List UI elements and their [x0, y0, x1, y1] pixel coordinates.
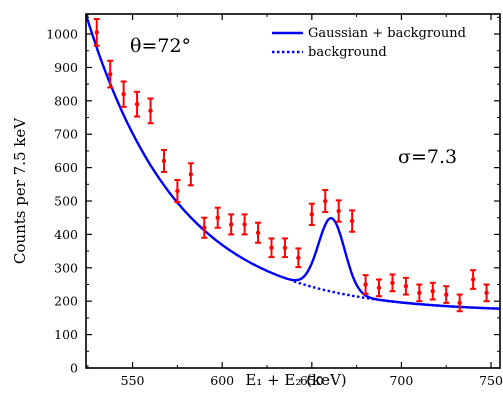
data-point — [295, 247, 302, 269]
x-tick-label: 600 — [210, 373, 234, 388]
data-point — [201, 216, 208, 239]
legend-background-label: background — [308, 45, 387, 60]
data-marker — [242, 222, 247, 227]
data-marker — [134, 101, 140, 107]
data-marker — [161, 158, 167, 164]
angle-annotation: θ=72° — [130, 35, 191, 57]
data-marker — [215, 215, 220, 220]
data-point — [107, 59, 114, 89]
fit-curve — [84, 14, 500, 310]
data-point — [93, 18, 100, 47]
data-point — [456, 293, 463, 313]
data-point — [134, 90, 141, 118]
data-points-layer — [93, 18, 490, 313]
data-marker — [282, 245, 288, 250]
data-marker — [323, 198, 328, 204]
x-tick-label: 650 — [300, 373, 324, 388]
y-tick-label: 1000 — [46, 27, 78, 42]
data-point — [376, 278, 383, 298]
data-point — [160, 148, 167, 173]
data-marker — [94, 30, 99, 35]
data-marker — [121, 91, 126, 97]
data-point — [268, 237, 275, 259]
data-point — [147, 97, 154, 125]
data-point — [174, 178, 181, 204]
data-point — [416, 283, 423, 303]
legend-fit-label: Gaussian + background — [308, 26, 466, 41]
data-marker — [309, 212, 315, 217]
data-point — [429, 281, 436, 301]
data-marker — [296, 255, 301, 260]
data-marker — [376, 285, 382, 291]
data-point — [228, 213, 235, 236]
data-marker — [444, 292, 449, 297]
data-point — [389, 273, 396, 293]
y-tick-label: 0 — [70, 361, 78, 376]
legend: Gaussian + background background — [272, 26, 466, 60]
data-marker — [403, 283, 409, 289]
data-point — [281, 237, 288, 259]
data-point — [362, 274, 369, 295]
data-marker — [175, 188, 180, 194]
y-tick-label: 200 — [54, 294, 78, 309]
data-marker — [255, 230, 261, 235]
data-marker — [188, 172, 194, 177]
data-point — [335, 199, 342, 223]
data-marker — [430, 288, 435, 294]
data-marker — [148, 108, 153, 114]
y-tick-label: 100 — [54, 327, 78, 342]
y-tick-label: 600 — [54, 160, 78, 175]
data-marker — [202, 225, 207, 230]
fit-curve-layer — [84, 14, 500, 310]
data-marker — [457, 300, 462, 306]
data-point — [308, 202, 315, 227]
data-point — [187, 162, 194, 187]
background-curve-layer — [293, 280, 501, 310]
data-point — [255, 221, 262, 244]
data-marker — [269, 245, 274, 250]
data-point — [443, 285, 450, 304]
y-tick-label: 500 — [54, 194, 78, 209]
y-tick-label: 700 — [54, 127, 78, 142]
data-point — [402, 276, 409, 296]
x-tick-label: 700 — [389, 373, 413, 388]
y-tick-label: 800 — [54, 93, 78, 108]
sigma-annotation: σ=7.3 — [398, 146, 457, 168]
y-tick-label: 900 — [54, 60, 78, 75]
data-marker — [417, 290, 422, 296]
y-axis-title: Counts per 7.5 keV — [11, 117, 29, 264]
data-marker — [470, 277, 476, 282]
data-point — [120, 80, 127, 108]
y-tick-label: 300 — [54, 260, 78, 275]
data-point — [214, 206, 221, 229]
data-point — [322, 188, 329, 214]
plot-frame — [85, 13, 501, 369]
y-tick-label: 400 — [54, 227, 78, 242]
data-point — [470, 269, 477, 290]
x-tick-label: 550 — [121, 373, 145, 388]
x-axis-title: E₁ + E₂ (keV) — [245, 371, 346, 389]
data-marker — [349, 218, 355, 224]
data-marker — [107, 71, 113, 77]
data-point — [241, 213, 248, 236]
data-point — [349, 209, 356, 233]
data-marker — [390, 280, 395, 286]
data-marker — [336, 208, 341, 214]
data-marker — [484, 290, 489, 296]
axes-layer: 550 600 650 700 750 0 100 200 300 400 500 600 700 800… — [46, 14, 503, 388]
data-marker — [228, 222, 234, 227]
data-marker — [363, 282, 368, 287]
background-curve — [293, 280, 501, 310]
x-tick-label: 750 — [479, 373, 503, 388]
data-point — [483, 283, 490, 303]
